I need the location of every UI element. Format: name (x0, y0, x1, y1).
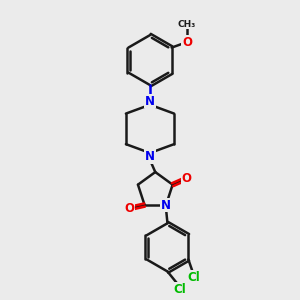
Text: N: N (161, 199, 171, 212)
Text: N: N (145, 95, 155, 108)
Text: O: O (182, 172, 192, 185)
Text: O: O (182, 36, 192, 49)
Text: O: O (124, 202, 134, 215)
Text: CH₃: CH₃ (178, 20, 196, 28)
Text: N: N (145, 150, 155, 163)
Text: Cl: Cl (173, 283, 186, 296)
Text: Cl: Cl (187, 271, 200, 284)
